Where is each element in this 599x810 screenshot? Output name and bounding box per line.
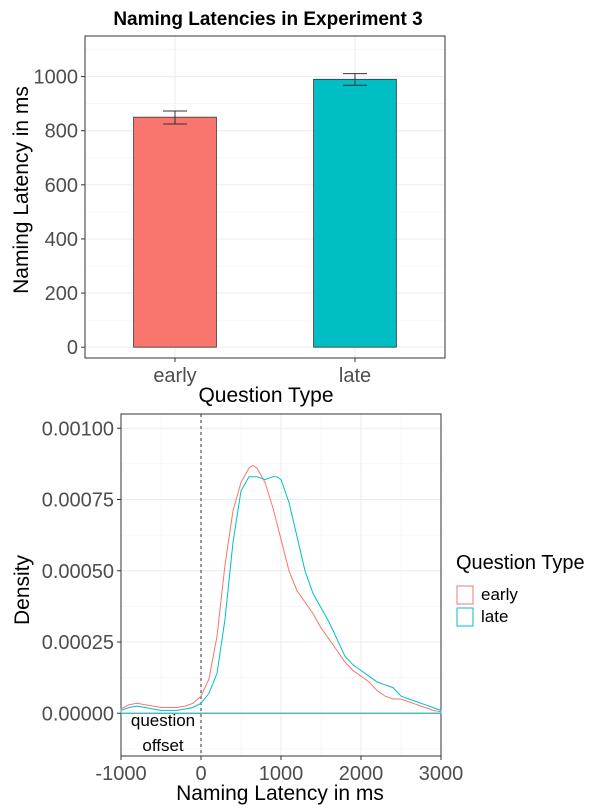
- density-y-tick-label: 0.00075: [42, 490, 114, 512]
- legend-title: Question Type: [456, 552, 585, 574]
- density-x-ticks: -1000 0 1000 2000 3000: [95, 756, 463, 785]
- bar-early: [133, 116, 217, 348]
- bar-chart: Naming Latencies in Experiment 3 0 200 400…: [10, 9, 446, 407]
- annotation-question: question: [131, 711, 195, 730]
- bar-marks: [133, 73, 397, 348]
- density-x-tick-label: -1000: [95, 763, 146, 785]
- density-y-tick-label: 0.00000: [42, 703, 114, 725]
- legend-key-late: [456, 607, 474, 627]
- density-chart: question offset 0.000000.000250.000500.0…: [11, 413, 463, 805]
- density-x-axis-label: Naming Latency in ms: [176, 782, 384, 805]
- bar-x-tick-label: late: [339, 365, 371, 387]
- density-line-late: [120, 476, 442, 714]
- bar-late: [313, 78, 397, 348]
- bar-y-tick-label: 0: [67, 337, 78, 359]
- bar-x-axis-label: Question Type: [198, 384, 333, 407]
- legend-key-early: [456, 585, 474, 605]
- density-y-ticks: 0.00000 0.00025 0.00050 0.00075 0.00100: [42, 418, 121, 725]
- legend-label-early: early: [481, 585, 518, 604]
- legend-label-late: late: [481, 607, 508, 626]
- density-x-tick-label: 2000: [339, 763, 384, 785]
- bar-chart-title: Naming Latencies in Experiment 3: [113, 9, 422, 30]
- bar-y-tick-label: 600: [45, 175, 78, 197]
- annotation-offset: offset: [142, 736, 184, 755]
- bar-y-tick-label: 400: [45, 229, 78, 251]
- density-y-axis-label: Density: [11, 554, 34, 625]
- legend: Question Type early late: [456, 552, 585, 627]
- density-lines: [120, 464, 442, 714]
- density-x-tick-label: 0: [195, 763, 206, 785]
- density-x-tick-label: 1000: [259, 763, 304, 785]
- bar-plot-panel: [84, 35, 446, 359]
- bar-x-ticks: early late: [153, 358, 371, 387]
- bar-y-ticks: 0 200 400 600 800 1000: [34, 67, 85, 359]
- bar-x-tick-label: early: [153, 365, 196, 387]
- density-y-tick-label: 0.00050: [42, 561, 114, 583]
- bar-y-tick-label: 1000: [34, 67, 79, 89]
- bar-y-tick-label: 800: [45, 121, 78, 143]
- density-y-tick-label: 0.00025: [42, 632, 114, 654]
- density-grid: [120, 414, 442, 756]
- density-x-tick-label: 3000: [419, 763, 464, 785]
- legend-items: early late: [456, 585, 518, 627]
- bar-y-tick-label: 200: [45, 283, 78, 305]
- bar-y-axis-label: Naming Latency in ms: [10, 86, 33, 294]
- density-y-tick-label: 0.00100: [42, 418, 114, 440]
- density-line-early: [120, 464, 442, 714]
